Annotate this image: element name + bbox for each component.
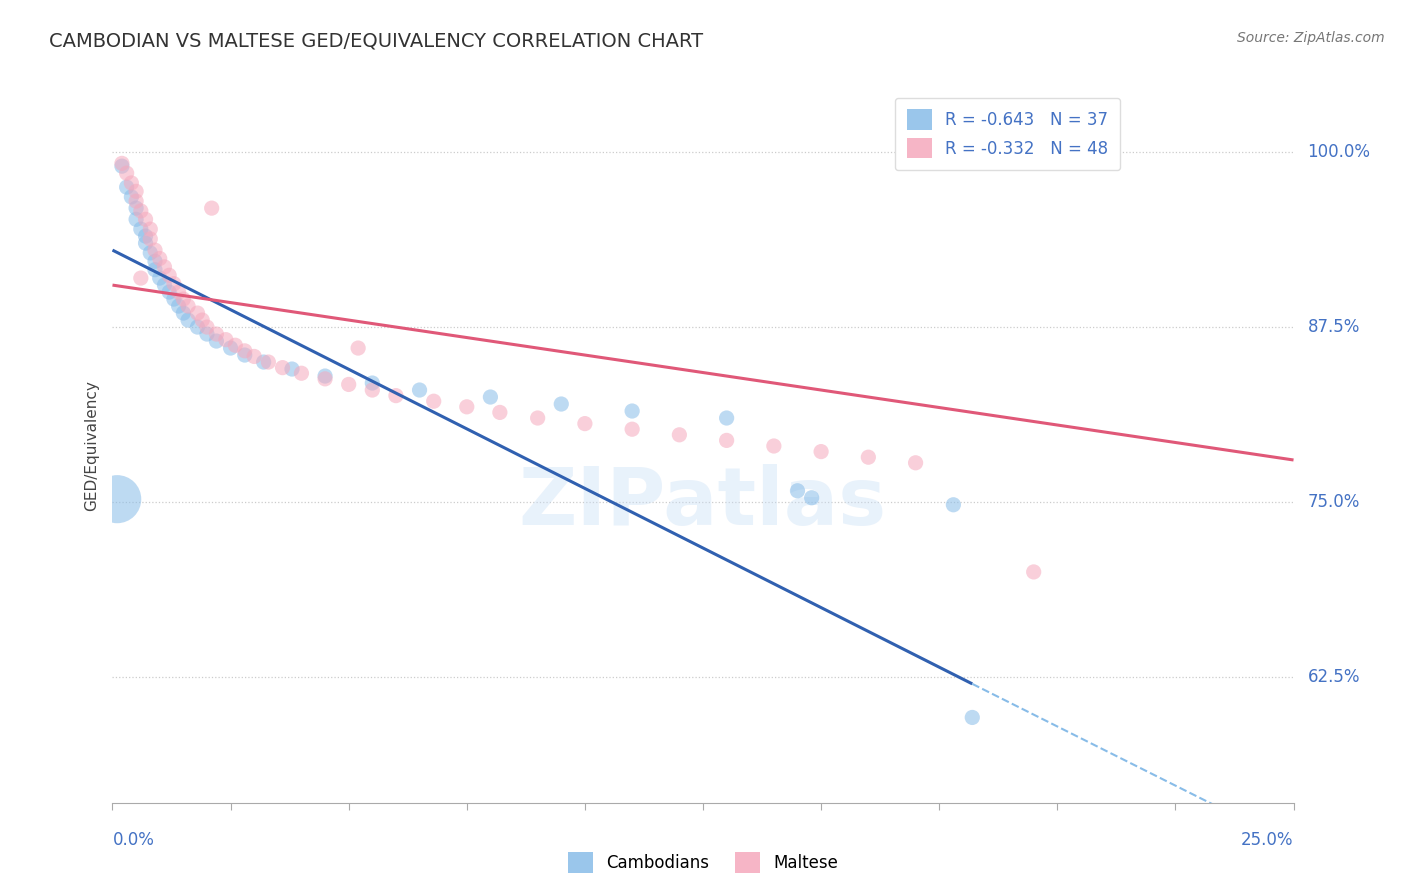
Point [191, 313, 214, 327]
Point [205, 327, 228, 342]
Point [858, 450, 880, 465]
Point [219, 341, 242, 355]
Point [201, 201, 224, 215]
Point [135, 236, 157, 251]
Point [153, 260, 176, 274]
Point [526, 411, 548, 425]
Point [489, 405, 512, 419]
Text: CAMBODIAN VS MALTESE GED/EQUIVALENCY CORRELATION CHART: CAMBODIAN VS MALTESE GED/EQUIVALENCY COR… [49, 31, 703, 50]
Point [361, 376, 384, 390]
Point [143, 262, 166, 277]
Point [111, 159, 134, 173]
Point [290, 366, 312, 380]
Point [115, 166, 138, 180]
Point [243, 350, 266, 364]
Point [716, 411, 738, 425]
Point [479, 390, 502, 404]
Point [668, 427, 690, 442]
Point [143, 254, 166, 268]
Point [621, 404, 644, 418]
Point [105, 492, 128, 507]
Point [125, 194, 148, 208]
Point [163, 277, 186, 291]
Point [257, 355, 280, 369]
Point [177, 299, 200, 313]
Point [129, 203, 152, 218]
Point [125, 212, 148, 227]
Point [120, 190, 142, 204]
Point [574, 417, 596, 431]
Text: 25.0%: 25.0% [1241, 830, 1294, 848]
Point [186, 320, 208, 334]
Point [456, 400, 478, 414]
Y-axis label: GED/Equivalency: GED/Equivalency [84, 381, 100, 511]
Point [135, 212, 157, 227]
Point [129, 271, 152, 285]
Point [129, 222, 152, 236]
Point [233, 348, 256, 362]
Text: ZIPatlas: ZIPatlas [519, 464, 887, 542]
Point [205, 334, 228, 348]
Point [1022, 565, 1045, 579]
Point [115, 180, 138, 194]
Text: 87.5%: 87.5% [1308, 318, 1360, 336]
Point [120, 176, 142, 190]
Point [125, 201, 148, 215]
Point [139, 232, 162, 246]
Point [762, 439, 785, 453]
Point [149, 271, 172, 285]
Point [786, 483, 808, 498]
Point [800, 491, 823, 505]
Point [195, 320, 218, 334]
Point [361, 383, 384, 397]
Point [942, 498, 965, 512]
Point [716, 434, 738, 448]
Point [177, 313, 200, 327]
Point [167, 299, 190, 313]
Legend: R = -0.643   N = 37, R = -0.332   N = 48: R = -0.643 N = 37, R = -0.332 N = 48 [896, 97, 1119, 169]
Text: 100.0%: 100.0% [1308, 143, 1371, 161]
Point [271, 360, 294, 375]
Legend: Cambodians, Maltese: Cambodians, Maltese [561, 846, 845, 880]
Point [408, 383, 430, 397]
Point [167, 285, 190, 299]
Point [135, 229, 157, 244]
Text: Source: ZipAtlas.com: Source: ZipAtlas.com [1237, 31, 1385, 45]
Text: 62.5%: 62.5% [1308, 668, 1360, 686]
Point [810, 444, 832, 458]
Point [621, 422, 644, 436]
Point [347, 341, 370, 355]
Point [215, 333, 238, 347]
Text: 75.0%: 75.0% [1308, 493, 1360, 511]
Point [186, 306, 208, 320]
Point [337, 377, 360, 392]
Point [904, 456, 927, 470]
Point [314, 369, 336, 384]
Point [172, 306, 194, 320]
Point [314, 372, 336, 386]
Point [550, 397, 572, 411]
Point [139, 222, 162, 236]
Point [385, 389, 408, 403]
Point [157, 285, 180, 299]
Point [125, 185, 148, 199]
Point [111, 156, 134, 170]
Point [149, 252, 172, 266]
Point [233, 343, 256, 358]
Point [153, 278, 176, 293]
Point [253, 355, 276, 369]
Point [143, 243, 166, 257]
Point [163, 292, 186, 306]
Point [172, 292, 194, 306]
Point [422, 394, 444, 409]
Point [281, 362, 304, 376]
Text: 0.0%: 0.0% [112, 830, 155, 848]
Point [195, 327, 218, 342]
Point [224, 338, 246, 352]
Point [139, 246, 162, 260]
Point [962, 710, 984, 724]
Point [157, 268, 180, 283]
